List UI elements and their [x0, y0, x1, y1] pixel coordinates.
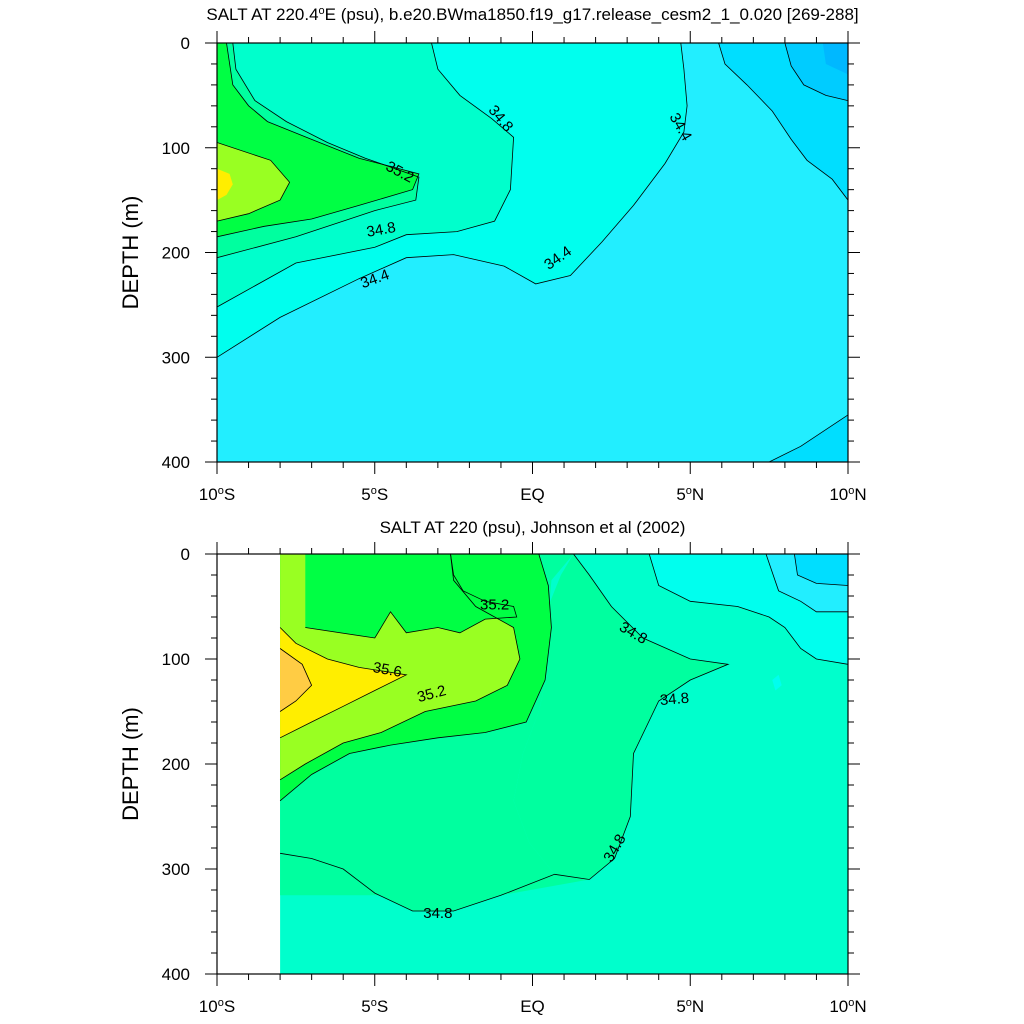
y-tick-label: 100 — [162, 139, 190, 158]
x-tick-label: 10oS — [199, 485, 235, 504]
contour-line — [765, 554, 848, 613]
contour-line — [648, 554, 848, 665]
contour-line — [784, 43, 848, 101]
y-tick-label: 100 — [162, 650, 190, 669]
contour-fill-c35_6 — [217, 168, 233, 201]
contour-label: 34.8 — [423, 905, 452, 922]
contour-fill-c34_6 — [772, 674, 782, 691]
y-tick-label: 400 — [162, 453, 190, 472]
contour-line — [279, 554, 521, 781]
contour-line — [718, 43, 848, 201]
contour-fill-c34_2 — [794, 554, 848, 586]
model-salinity-panel: 35.234.834.834.434.434.4 0 100 200 300 400 10o… — [118, 5, 867, 504]
contour-line — [768, 414, 848, 462]
x-tick-label: 10oS — [199, 997, 235, 1016]
contour-label: 34.8 — [659, 690, 690, 709]
plot-area: 35.235.635.234.834.834.834.8 — [217, 554, 848, 974]
contour-line — [305, 554, 518, 639]
contour-fill-c34_6 — [822, 630, 842, 638]
plot-area: 35.234.834.834.434.434.4 — [217, 43, 848, 462]
contour-fill-c35_0 — [280, 554, 729, 911]
contour-fill-c35_4 — [217, 142, 290, 222]
y-tick-label: 200 — [162, 755, 190, 774]
contour-fill-c35_6 — [280, 627, 407, 738]
contour-fill-c34_2 — [769, 414, 848, 462]
y-tick-label: 0 — [181, 545, 190, 564]
contour-line — [794, 554, 848, 586]
contour-line — [279, 627, 408, 739]
contour-line — [217, 142, 291, 222]
contour-fill-c35_2 — [305, 554, 517, 638]
y-tick-label: 0 — [181, 34, 190, 53]
x-tick-label: 5oN — [676, 485, 704, 504]
chart-title: SALT AT 220 (psu), Johnson et al (2002) — [380, 518, 686, 537]
y-tick-label: 300 — [162, 860, 190, 879]
y-tick-label: 400 — [162, 965, 190, 984]
chart-title: SALT AT 220.4oE (psu), b.e20.BWma1850.f1… — [206, 5, 858, 24]
contour-label: 35.2 — [480, 596, 509, 613]
contour-line — [217, 43, 420, 259]
x-tick-label: 5oN — [676, 997, 704, 1016]
x-tick-label: 10oN — [829, 997, 866, 1016]
y-axis-label: DEPTH (m) — [118, 707, 143, 821]
contour-line — [217, 43, 420, 238]
observed-salinity-panel: 35.235.635.234.834.834.834.8010020030040… — [118, 518, 867, 1016]
y-axis-label: DEPTH (m) — [118, 196, 143, 310]
contour-line — [279, 648, 313, 712]
contour-line — [280, 554, 730, 912]
contour-fill-c35_8 — [280, 648, 312, 712]
x-tick-label: EQ — [520, 997, 545, 1016]
x-tick-label: 10oN — [829, 485, 866, 504]
contour-fill-c33_9 — [822, 43, 848, 75]
x-tick-label: 5oS — [361, 997, 388, 1016]
contour-line — [217, 43, 515, 308]
y-tick-label: 200 — [162, 244, 190, 263]
contour-line — [217, 43, 688, 358]
contour-label: 34.8 — [365, 219, 397, 241]
y-tick-label: 300 — [162, 348, 190, 367]
x-tick-label: EQ — [520, 485, 545, 504]
x-tick-label: 5oS — [361, 485, 388, 504]
contour-label: 35.6 — [371, 659, 403, 681]
contour-line — [279, 554, 552, 802]
contour-label: 35.2 — [415, 682, 448, 706]
